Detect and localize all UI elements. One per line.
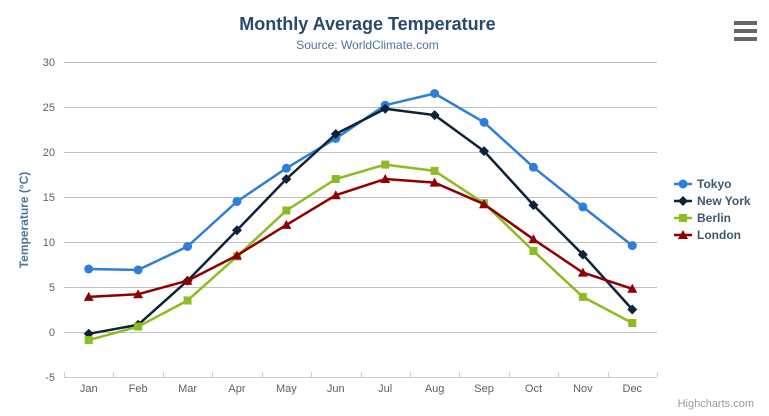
data-point-berlin[interactable]	[578, 292, 587, 301]
data-point-berlin[interactable]	[381, 160, 390, 169]
legend-item-tokyo[interactable]: Tokyo	[674, 175, 751, 192]
legend-square-icon	[674, 213, 692, 222]
data-point-new-york[interactable]	[281, 174, 292, 184]
legend-item-berlin[interactable]: Berlin	[674, 209, 751, 226]
legend-symbol-marker[interactable]	[679, 213, 687, 222]
data-point-london[interactable]	[330, 190, 341, 200]
data-point-new-york[interactable]	[429, 110, 440, 121]
data-point-berlin[interactable]	[84, 336, 93, 345]
data-point-new-york[interactable]	[330, 129, 341, 139]
data-point-tokyo[interactable]	[528, 162, 538, 172]
legend-triangle-icon	[674, 229, 692, 239]
data-point-london[interactable]	[83, 291, 94, 301]
chart-title: Monthly Average Temperature	[239, 14, 496, 34]
data-point-tokyo[interactable]	[281, 163, 291, 173]
y-axis-tick-label: 10	[43, 237, 55, 249]
x-axis-tick-label: Jun	[327, 383, 345, 395]
data-point-london[interactable]	[479, 199, 490, 209]
data-point-tokyo[interactable]	[232, 197, 242, 206]
y-axis-tick-label: 5	[49, 282, 55, 294]
legend-item-new-york[interactable]: New York	[674, 192, 751, 209]
y-axis-title: Temperature (°C)	[17, 171, 31, 269]
data-point-new-york[interactable]	[479, 146, 490, 157]
x-axis-tick-label: Sep	[474, 383, 494, 395]
y-axis-tick-label: 0	[49, 327, 55, 339]
data-point-london[interactable]	[627, 283, 638, 293]
data-point-london[interactable]	[528, 234, 539, 244]
data-point-tokyo[interactable]	[430, 89, 440, 98]
highcharts-credit-link[interactable]: Highcharts.com	[677, 398, 754, 410]
series-line-tokyo[interactable]	[87, 92, 634, 272]
data-point-tokyo[interactable]	[183, 242, 193, 251]
x-axis-tick-label: Apr	[228, 383, 245, 395]
data-point-london[interactable]	[281, 219, 292, 229]
legend-label: New York	[697, 193, 751, 208]
hamburger-icon	[734, 37, 757, 41]
y-axis-tick-label: 25	[43, 102, 55, 114]
x-axis-tick-label: Nov	[573, 383, 593, 395]
data-point-new-york[interactable]	[577, 249, 588, 260]
x-axis-tick-label: Jan	[80, 383, 98, 395]
series-line-new-york[interactable]	[87, 107, 634, 336]
data-point-london[interactable]	[429, 177, 440, 187]
legend-symbol-marker[interactable]	[678, 179, 688, 188]
data-point-berlin[interactable]	[134, 322, 143, 331]
data-point-berlin[interactable]	[628, 319, 637, 327]
data-point-tokyo[interactable]	[84, 264, 94, 274]
legend-symbol-marker[interactable]	[678, 229, 688, 239]
data-point-new-york[interactable]	[231, 225, 242, 236]
legend-circle-icon	[674, 179, 692, 188]
x-axis-tick-label: Mar	[178, 383, 197, 395]
data-point-new-york[interactable]	[528, 200, 539, 211]
y-axis-tick-label: 15	[43, 192, 55, 204]
x-axis-tick-label: May	[276, 383, 297, 395]
x-axis-tick-label: Oct	[525, 383, 542, 395]
series-line-london[interactable]	[87, 177, 634, 299]
legend-symbol-marker[interactable]	[678, 195, 688, 206]
data-point-tokyo[interactable]	[627, 241, 637, 251]
data-point-berlin[interactable]	[529, 247, 538, 255]
legend-label: London	[697, 227, 741, 242]
y-axis-tick-label: 20	[43, 147, 55, 159]
y-axis-tick-label: 30	[43, 57, 55, 69]
chart-subtitle: Source: WorldClimate.com	[296, 38, 439, 52]
data-point-london[interactable]	[577, 267, 588, 277]
data-point-london[interactable]	[231, 250, 242, 260]
legend: Tokyo New York Berlin London	[674, 175, 751, 243]
data-point-berlin[interactable]	[282, 206, 291, 215]
x-axis-tick-label: Feb	[129, 383, 148, 395]
data-point-berlin[interactable]	[183, 296, 192, 305]
data-point-london[interactable]	[380, 174, 391, 183]
x-axis-tick-label: Jul	[378, 383, 392, 395]
legend-item-london[interactable]: London	[674, 226, 751, 243]
data-point-tokyo[interactable]	[133, 265, 143, 275]
x-axis-tick-label: Dec	[623, 383, 643, 395]
y-axis-tick-label: -5	[45, 372, 55, 384]
legend-label: Tokyo	[697, 176, 732, 191]
data-point-berlin[interactable]	[430, 166, 439, 175]
data-point-london[interactable]	[133, 289, 144, 299]
legend-label: Berlin	[697, 210, 732, 225]
data-point-berlin[interactable]	[331, 175, 340, 183]
data-point-london[interactable]	[182, 275, 193, 285]
data-point-new-york[interactable]	[627, 304, 638, 315]
export-menu-button[interactable]	[734, 21, 757, 41]
series-line-berlin[interactable]	[87, 163, 634, 342]
data-point-new-york[interactable]	[380, 103, 391, 114]
x-axis-tick-label: Aug	[425, 383, 445, 395]
data-point-tokyo[interactable]	[578, 202, 588, 212]
legend-diamond-icon	[674, 195, 692, 206]
hamburger-icon	[734, 21, 757, 25]
data-point-tokyo[interactable]	[479, 117, 489, 127]
hamburger-icon	[734, 29, 757, 33]
